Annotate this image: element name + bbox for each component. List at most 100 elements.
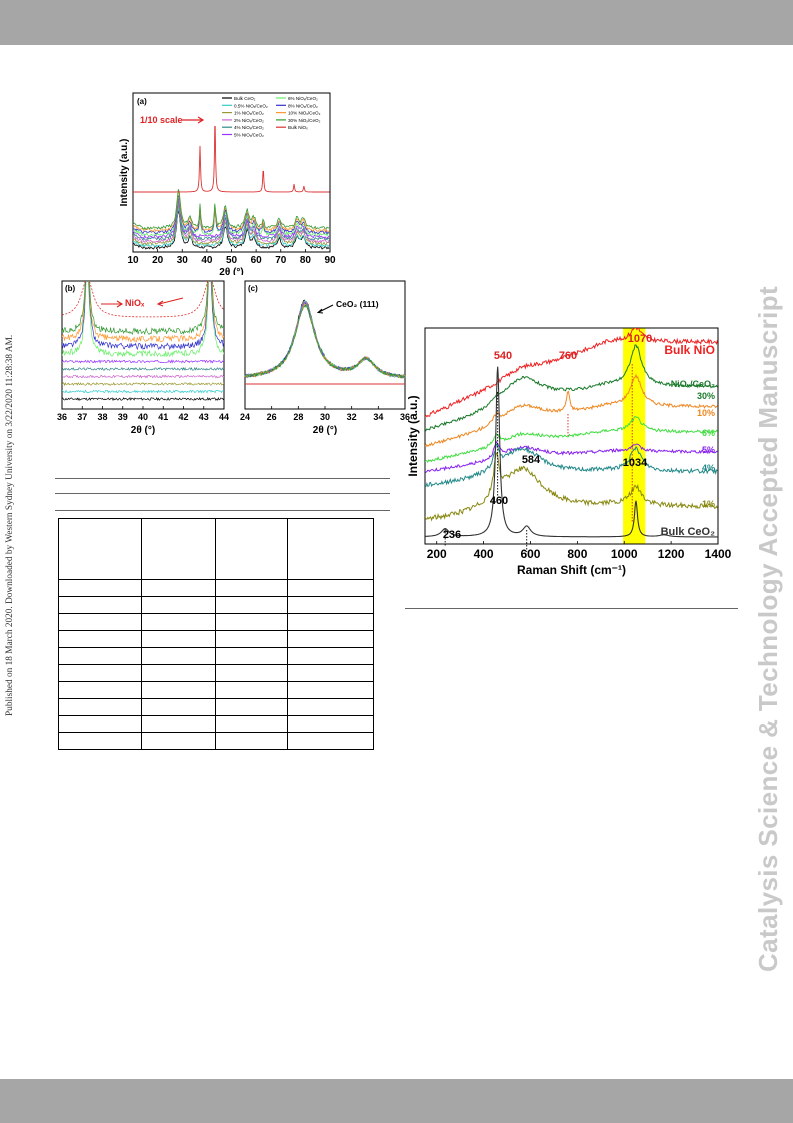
plot-frame	[424, 327, 719, 545]
plot-frame	[244, 280, 406, 410]
raman-series-line	[425, 373, 718, 448]
ceo2-annotation: CeO₂ (111)	[336, 299, 379, 309]
x-tick-label: 1200	[658, 547, 685, 561]
table-cell	[141, 664, 216, 682]
table-cell	[215, 596, 288, 614]
peak-label: 236	[443, 529, 461, 541]
table-cell	[287, 518, 374, 580]
peak-label: 584	[522, 454, 541, 466]
x-tick-label: 26	[267, 412, 277, 422]
peak-label: 540	[494, 350, 512, 362]
table-cell	[215, 698, 288, 716]
x-tick-label: 32	[347, 412, 357, 422]
scale-annotation: 1/10 scale	[140, 115, 183, 125]
series-label: 1%	[702, 499, 715, 509]
table-cell	[58, 732, 142, 750]
xrd-figure-a: 10 20 30 40 50 60 70 80 90 2θ (°) Intensity (a.u.)…	[119, 92, 336, 275]
table-cell	[58, 579, 142, 597]
legend-entry: Bulk NiOₓ	[288, 125, 308, 130]
rule-4	[405, 608, 738, 609]
table-row	[58, 596, 374, 614]
xrd-series-line	[244, 302, 406, 379]
arrow-icon	[156, 297, 184, 307]
xrd-series-line	[62, 281, 224, 335]
watermark: Catalysis Science & Technology Accepted …	[753, 285, 783, 972]
arrow-icon	[316, 304, 334, 314]
table-cell	[287, 732, 374, 750]
legend-entry: 8% NiOₓ/CeO₂	[288, 103, 318, 108]
legend-entry: 5% NiOₓ/CeO₂	[234, 133, 264, 138]
table-cell	[287, 698, 374, 716]
xrd-series-line	[62, 374, 224, 379]
peak-label: 1034	[623, 457, 648, 469]
x-tick-label: 28	[293, 412, 303, 422]
table-cell	[287, 579, 374, 597]
table-cell	[58, 698, 142, 716]
series-label: 4%	[702, 463, 715, 473]
table-cell	[141, 681, 216, 699]
table-cell	[58, 596, 142, 614]
xrd-series-line	[132, 205, 329, 246]
series-label: 5%	[702, 445, 715, 455]
raman-series-line	[425, 415, 718, 464]
y-axis-label: Intensity (a.u.)	[406, 395, 420, 476]
x-tick-label: 200	[427, 547, 447, 561]
legend-entry: 6% NiOₓ/CeO₂	[288, 96, 318, 101]
arrow-icon	[182, 116, 205, 124]
x-axis-label: 2θ (°)	[219, 267, 243, 275]
x-tick-label: 1400	[705, 547, 732, 561]
table-cell	[58, 664, 142, 682]
x-tick-label: 36	[400, 412, 410, 422]
table-cell	[287, 664, 374, 682]
x-tick-label: 10	[127, 255, 139, 266]
x-tick-label: 80	[300, 255, 312, 266]
x-tick-label: 30	[320, 412, 330, 422]
x-tick-label: 38	[97, 412, 107, 422]
x-tick-label: 39	[118, 412, 128, 422]
xrd-series-line	[244, 302, 406, 379]
table-cell	[58, 681, 142, 699]
legend-entry: 10% NiOₓ/CeO₂	[288, 111, 321, 116]
xrd-series-line	[132, 197, 330, 239]
x-tick-label: 40	[138, 412, 148, 422]
xrd-series-line	[132, 189, 330, 231]
xrd-series-line	[244, 301, 406, 379]
series-label: Bulk CeO₂	[661, 526, 716, 538]
table-cell	[215, 518, 288, 580]
raman-series-line	[425, 328, 718, 418]
table-row	[58, 715, 374, 733]
legend-entry: 4% NiOₓ/CeO₂	[234, 125, 264, 130]
xrd-series-line	[132, 208, 330, 248]
xrd-series-line	[244, 300, 406, 379]
x-tick-label: 20	[152, 255, 164, 266]
x-tick-label: 24	[240, 412, 250, 422]
publication-note: Published on 18 March 2020. Downloaded b…	[5, 334, 15, 716]
table-row	[58, 681, 374, 699]
table-cell	[141, 596, 216, 614]
panel-label: (c)	[248, 284, 258, 293]
table-cell	[215, 647, 288, 665]
rule-3	[55, 510, 390, 511]
table-cell	[215, 613, 288, 631]
xrd-series-line	[244, 299, 406, 379]
xrd-series-line	[132, 200, 330, 241]
x-axis-label: 2θ (°)	[313, 425, 337, 436]
table-cell	[215, 664, 288, 682]
xrd-series-line	[62, 389, 224, 394]
table-cell	[58, 630, 142, 648]
x-tick-label: 41	[158, 412, 168, 422]
table-row	[58, 664, 374, 682]
y-axis-label: Intensity (a.u.)	[119, 139, 130, 207]
table-cell	[141, 579, 216, 597]
x-tick-label: 30	[177, 255, 189, 266]
table-cell	[215, 681, 288, 699]
x-axis-label: Raman Shift (cm⁻¹)	[517, 563, 626, 577]
series-label: 10%	[697, 408, 715, 418]
table-cell	[287, 613, 374, 631]
x-tick-label: 44	[219, 412, 229, 422]
x-tick-label: 1000	[611, 547, 638, 561]
table-cell	[215, 630, 288, 648]
x-tick-label: 37	[77, 412, 87, 422]
table-cell	[215, 715, 288, 733]
nio-annotation: NiOₓ	[125, 298, 145, 308]
